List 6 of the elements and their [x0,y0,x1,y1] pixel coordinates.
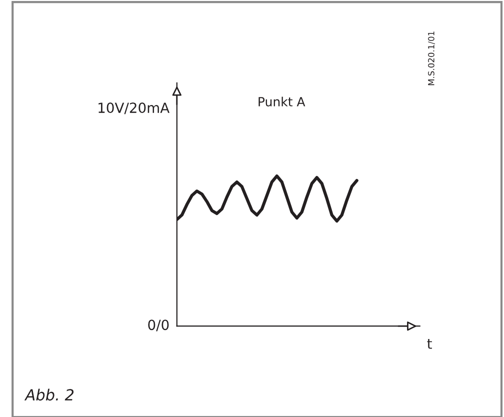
caption: Abb. 2 [24,388,74,401]
text: M.S.020.1/01 [428,32,435,86]
x-axis-title: t [427,339,432,349]
text: 10V/20mA [98,102,170,114]
text: 0/0 [148,320,169,332]
chart-title: Punkt A [258,96,306,106]
